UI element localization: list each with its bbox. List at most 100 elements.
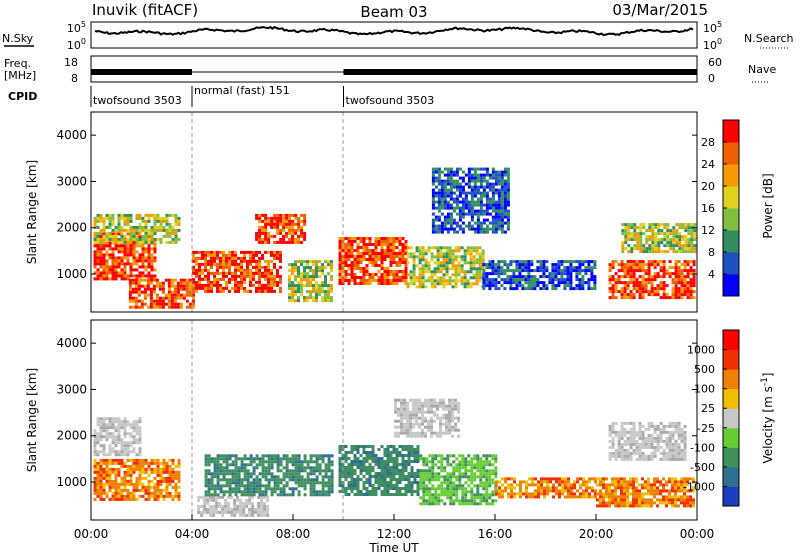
data-cell [273,475,277,479]
data-cell [327,296,330,300]
data-cell [485,230,489,234]
data-cell [521,263,525,267]
data-cell [93,429,97,433]
data-cell [117,473,121,477]
data-cell [433,246,437,250]
data-cell [454,282,458,286]
data-cell [353,487,357,490]
data-cell [461,191,465,195]
data-cell [228,487,232,491]
data-cell [297,219,301,223]
data-cell [153,244,157,248]
data-cell [424,267,428,271]
data-cell [162,470,166,474]
data-cell [563,284,567,288]
data-cell [204,262,207,266]
data-cell [449,167,453,171]
data-cell [461,484,465,488]
data-cell [267,457,271,461]
data-cell [442,416,445,420]
data-cell [572,260,576,264]
data-cell [446,191,450,195]
data-cell [327,493,331,497]
data-cell [353,249,357,252]
data-cell [443,203,447,207]
data-cell [409,252,413,256]
data-cell [99,497,103,501]
data-cell [105,479,109,483]
data-cell [129,225,133,229]
data-cell [401,475,405,478]
data-cell [171,225,175,229]
data-cell [210,280,213,284]
data-cell [518,266,522,270]
data-cell [611,287,615,291]
data-cell [123,247,127,251]
data-cell [192,259,195,263]
data-cell [146,278,150,282]
data-cell [294,284,297,288]
data-cell [306,290,309,294]
data-cell [240,262,243,266]
data-cell [159,228,163,232]
data-cell [632,263,636,267]
data-cell [478,246,482,250]
data-cell [150,247,154,251]
data-cell [315,263,318,267]
data-cell [515,284,519,288]
data-cell [581,260,585,264]
data-cell [207,454,211,458]
data-cell [463,273,467,277]
data-cell [687,250,691,254]
data-cell [431,227,435,231]
data-cell [93,450,97,454]
data-cell [294,263,297,267]
data-cell [246,289,249,293]
data-cell [99,423,103,427]
data-cell [282,219,286,223]
data-cell [593,275,597,279]
data-cell [126,491,130,495]
data-cell [315,290,318,294]
data-cell [500,215,504,219]
data-cell [138,473,142,477]
data-cell [156,237,160,241]
data-cell [476,212,480,216]
data-cell [412,407,415,411]
data-cell [434,170,438,174]
data-cell [479,496,483,500]
data-cell [418,258,422,262]
data-cell [403,422,406,426]
data-cell [614,287,618,291]
data-cell [149,293,153,297]
data-cell [353,240,357,243]
data-cell [442,267,446,271]
data-cell [478,258,482,262]
data-cell [470,475,474,479]
data-cell [249,277,252,281]
data-cell [590,278,594,282]
data-cell [427,428,430,432]
data-cell [117,240,121,244]
data-cell [102,429,106,433]
data-cell [482,272,486,276]
data-cell [123,485,127,489]
data-cell [120,247,124,251]
data-cell [303,234,307,238]
data-cell [312,287,315,291]
data-cell [409,425,412,429]
data-cell [437,215,441,219]
data-cell [213,493,217,497]
data-cell [506,209,510,213]
data-cell [96,432,100,436]
data-cell [371,454,375,457]
data-cell [656,287,660,291]
data-cell [206,501,210,505]
data-cell [629,293,633,297]
data-cell [494,179,498,183]
data-cell [294,269,297,273]
data-cell [123,447,127,451]
data-cell [446,493,450,497]
data-cell [132,423,136,427]
data-cell [452,481,456,485]
